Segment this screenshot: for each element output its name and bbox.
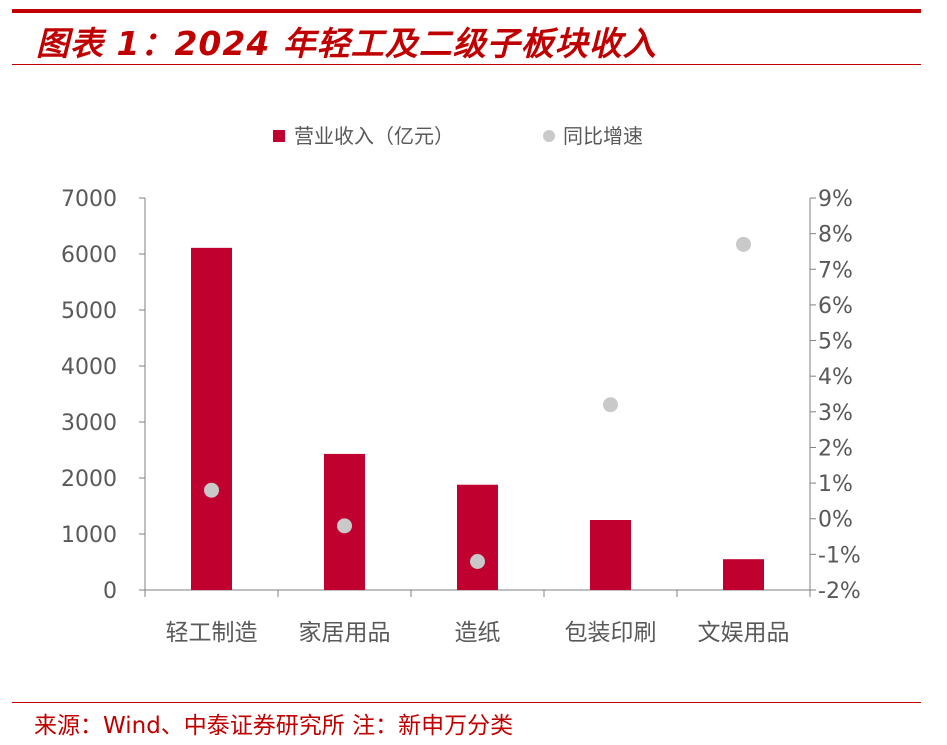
left-tick-label: 5000 — [61, 299, 117, 324]
legend-dot-label: 同比增速 — [563, 124, 643, 148]
left-tick-label: 7000 — [61, 187, 117, 212]
growth-point — [603, 397, 618, 413]
right-tick-label: 1% — [818, 472, 853, 497]
growth-point — [337, 518, 352, 534]
growth-point — [736, 236, 751, 252]
right-tick-label: 2% — [818, 436, 853, 461]
left-tick-label: 2000 — [61, 467, 117, 492]
category-label: 文娱用品 — [698, 620, 790, 646]
growth-point — [204, 482, 219, 498]
bar — [590, 520, 631, 590]
tick-labels: 0 1000 2000 3000 4000 5000 6000 7000 -2% -1% 0% 1% 2… — [61, 187, 861, 646]
legend-bar-label: 营业收入（亿元） — [294, 124, 454, 148]
bar — [457, 484, 498, 590]
left-tick-label: 1000 — [61, 523, 117, 548]
right-tick-label: 5% — [818, 330, 853, 355]
chart-svg: 营业收入（亿元） 同比增速 0 1000 2000 3000 4000 5000 6000 7… — [61, 124, 861, 646]
category-label: 包装印刷 — [565, 620, 657, 646]
right-tick-label: 6% — [818, 294, 853, 319]
bar — [191, 247, 232, 590]
right-tick-label: 9% — [818, 187, 853, 212]
top-rule — [12, 9, 921, 13]
chart-title: 图表 1：2024 年轻工及二级子板块收入 — [36, 24, 657, 63]
right-tick-label: 3% — [818, 401, 853, 426]
left-tick-label: 3000 — [61, 411, 117, 436]
legend-dot-swatch — [543, 130, 555, 142]
growth-series — [204, 236, 751, 569]
left-tick-label: 0 — [103, 579, 117, 604]
right-tick-label: -1% — [818, 543, 861, 568]
right-tick-label: 4% — [818, 365, 853, 390]
bar-series — [191, 247, 764, 590]
growth-point — [470, 553, 485, 569]
title-rule — [12, 64, 921, 65]
right-tick-label: 7% — [818, 258, 853, 283]
category-label: 家居用品 — [299, 620, 391, 646]
category-label: 轻工制造 — [166, 620, 258, 646]
left-tick-label: 6000 — [61, 243, 117, 268]
source-note: 来源：Wind、中泰证券研究所 注：新申万分类 — [34, 713, 514, 739]
right-tick-label: 8% — [818, 223, 853, 248]
category-label: 造纸 — [455, 620, 501, 646]
right-tick-label: 0% — [818, 508, 853, 533]
left-tick-label: 4000 — [61, 355, 117, 380]
legend: 营业收入（亿元） 同比增速 — [273, 124, 643, 148]
source-rule — [12, 702, 921, 703]
right-tick-label: -2% — [818, 579, 861, 604]
bar — [723, 559, 764, 590]
legend-bar-swatch — [273, 130, 285, 142]
